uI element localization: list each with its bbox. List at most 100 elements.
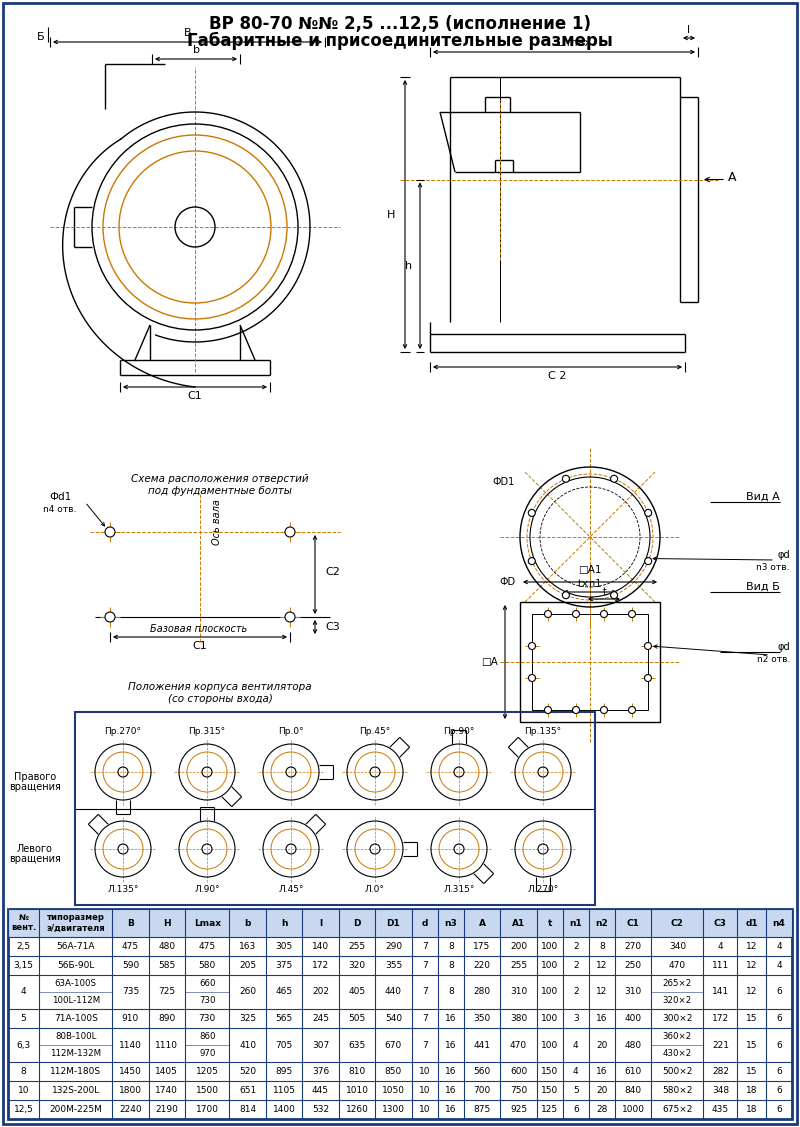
- Text: 80В-100L: 80В-100L: [55, 1032, 97, 1041]
- Text: 475: 475: [122, 942, 139, 951]
- Text: C3: C3: [714, 919, 727, 928]
- Text: 465: 465: [275, 987, 293, 996]
- Text: 282: 282: [712, 1067, 729, 1076]
- Text: 5: 5: [21, 1014, 26, 1023]
- Text: 7: 7: [422, 1040, 428, 1049]
- Text: 1450: 1450: [119, 1067, 142, 1076]
- Text: 1010: 1010: [346, 1086, 369, 1095]
- Text: 10: 10: [18, 1086, 30, 1095]
- Text: t: t: [547, 919, 552, 928]
- Bar: [8, 909, 792, 937]
- Text: 910: 910: [122, 1014, 139, 1023]
- Text: 730: 730: [198, 1014, 216, 1023]
- Text: L max: L max: [557, 38, 591, 48]
- Text: l: l: [319, 919, 322, 928]
- Text: С1: С1: [193, 641, 207, 651]
- Text: 16: 16: [445, 1014, 457, 1023]
- Text: 441: 441: [474, 1040, 490, 1049]
- Text: 2: 2: [573, 942, 578, 951]
- Text: 112М-180S: 112М-180S: [50, 1067, 102, 1076]
- Text: t×n1: t×n1: [578, 579, 602, 589]
- Text: 2240: 2240: [119, 1104, 142, 1113]
- Text: Ось вала: Ось вала: [212, 499, 222, 545]
- Text: 200: 200: [510, 942, 527, 951]
- Text: 435: 435: [712, 1104, 729, 1113]
- Circle shape: [601, 707, 607, 713]
- Text: 5: 5: [573, 1086, 578, 1095]
- Text: 750: 750: [510, 1086, 527, 1095]
- Text: 12: 12: [596, 961, 607, 970]
- Text: 814: 814: [239, 1104, 256, 1113]
- Text: 112М-132М: 112М-132М: [50, 1049, 102, 1058]
- Circle shape: [562, 476, 570, 482]
- Text: t: t: [603, 587, 607, 597]
- Text: Пр.315°: Пр.315°: [189, 728, 226, 737]
- Text: 4: 4: [776, 942, 782, 951]
- Text: 1405: 1405: [155, 1067, 178, 1076]
- Text: 270: 270: [625, 942, 642, 951]
- Text: 340: 340: [669, 942, 686, 951]
- Circle shape: [573, 611, 579, 618]
- Text: 470: 470: [669, 961, 686, 970]
- Text: 100L-112M: 100L-112M: [51, 996, 100, 1005]
- Text: 585: 585: [158, 961, 175, 970]
- Text: 725: 725: [158, 987, 175, 996]
- Text: 12: 12: [746, 942, 758, 951]
- Text: №: №: [18, 914, 29, 923]
- Text: 16: 16: [596, 1014, 608, 1023]
- Text: 56Б-90L: 56Б-90L: [57, 961, 94, 970]
- Text: Пр.0°: Пр.0°: [278, 728, 304, 737]
- Text: 16: 16: [596, 1067, 608, 1076]
- Text: 2: 2: [573, 961, 578, 970]
- Text: 3: 3: [573, 1014, 578, 1023]
- Text: 7: 7: [422, 987, 428, 996]
- Text: 265×2: 265×2: [662, 979, 692, 988]
- Text: 10: 10: [419, 1086, 430, 1095]
- Text: 28: 28: [596, 1104, 607, 1113]
- Text: 480: 480: [158, 942, 175, 951]
- Text: 590: 590: [122, 961, 139, 970]
- Bar: [520, 602, 660, 722]
- Text: 56А-71А: 56А-71А: [57, 942, 95, 951]
- Text: □A: □A: [481, 657, 498, 667]
- Text: □A1: □A1: [578, 565, 602, 575]
- Text: 1000: 1000: [622, 1104, 645, 1113]
- Text: 16: 16: [445, 1104, 457, 1113]
- Text: Габаритные и присоединительные размеры: Габаритные и присоединительные размеры: [187, 32, 613, 50]
- Text: Пр.90°: Пр.90°: [443, 728, 474, 737]
- Text: 290: 290: [385, 942, 402, 951]
- Text: 310: 310: [625, 987, 642, 996]
- Text: 8: 8: [599, 942, 605, 951]
- Text: 6,3: 6,3: [17, 1040, 30, 1049]
- Text: 172: 172: [312, 961, 329, 970]
- Text: 8: 8: [448, 961, 454, 970]
- Text: 6: 6: [573, 1104, 578, 1113]
- Text: В: В: [184, 28, 191, 38]
- Text: d: d: [422, 919, 428, 928]
- Text: 6: 6: [776, 1086, 782, 1095]
- Text: 150: 150: [541, 1067, 558, 1076]
- Text: 20: 20: [596, 1040, 607, 1049]
- Circle shape: [645, 674, 651, 682]
- Text: 610: 610: [625, 1067, 642, 1076]
- Text: 6: 6: [776, 1067, 782, 1076]
- Text: l: l: [687, 25, 690, 35]
- Text: A: A: [728, 171, 737, 184]
- Text: вращения: вращения: [9, 782, 61, 792]
- Text: A1: A1: [512, 919, 525, 928]
- Text: 12: 12: [746, 961, 758, 970]
- Text: 1800: 1800: [119, 1086, 142, 1095]
- Text: Положения корпуса вентилятора: Положения корпуса вентилятора: [128, 682, 312, 692]
- Text: 6: 6: [776, 1104, 782, 1113]
- Text: 305: 305: [275, 942, 293, 951]
- Text: 480: 480: [625, 1040, 642, 1049]
- Circle shape: [528, 558, 535, 565]
- Text: 580×2: 580×2: [662, 1086, 693, 1095]
- Text: d1: d1: [746, 919, 758, 928]
- Text: 16: 16: [445, 1067, 457, 1076]
- Text: э/двигателя: э/двигателя: [46, 923, 105, 932]
- Text: 600: 600: [510, 1067, 527, 1076]
- Text: 100: 100: [541, 942, 558, 951]
- Text: 320×2: 320×2: [662, 996, 692, 1005]
- Text: 7: 7: [422, 942, 428, 951]
